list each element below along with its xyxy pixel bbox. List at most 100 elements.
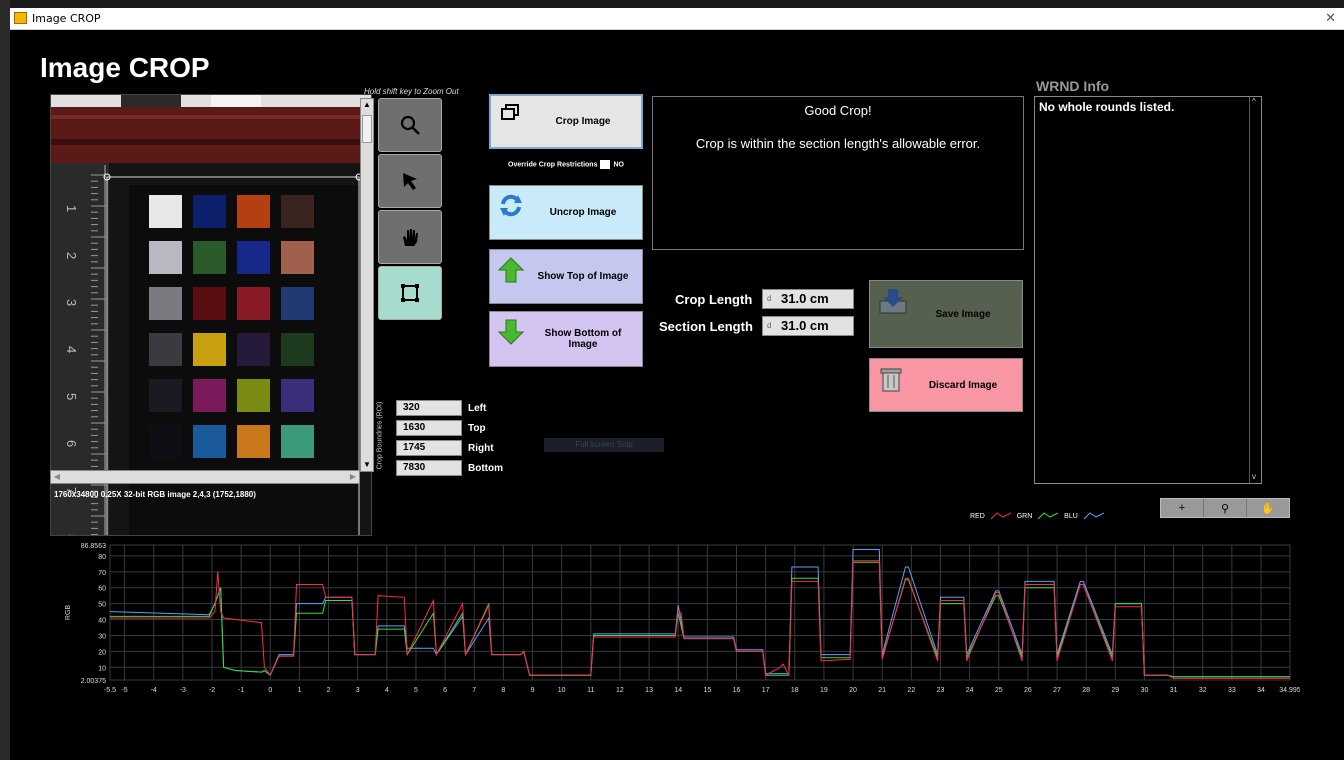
y-tick-label: 70 xyxy=(98,570,106,577)
pan-hand-icon[interactable]: ✋ xyxy=(1261,502,1275,515)
color-swatch xyxy=(281,333,314,366)
ruler-label: 2 xyxy=(64,252,79,259)
y-tick-label: 2.00375 xyxy=(81,678,106,685)
hand-icon xyxy=(403,229,418,246)
show-top-button[interactable]: Show Top of Image xyxy=(489,249,643,304)
trash-can-icon xyxy=(880,368,902,392)
x-tick-label: 7 xyxy=(472,687,476,694)
scroll-left-icon[interactable]: ◀ xyxy=(53,472,61,481)
x-tick-label: -1 xyxy=(238,687,244,694)
x-tick-label: -3 xyxy=(180,687,186,694)
discard-image-button[interactable]: Discard Image xyxy=(869,358,1023,412)
color-swatch xyxy=(193,195,226,228)
refresh-icon xyxy=(500,194,522,217)
x-tick-label: -2 xyxy=(209,687,215,694)
crop-image-button[interactable]: Crop Image xyxy=(489,94,643,149)
override-checkbox[interactable] xyxy=(600,160,611,169)
zoom-hint: Hold shift key to Zoom Out xyxy=(364,87,459,96)
save-tray-icon xyxy=(879,289,907,314)
x-tick-label: 1 xyxy=(297,687,301,694)
x-tick-label: 26 xyxy=(1024,687,1032,694)
title-bar: Image CROP ✕ xyxy=(10,8,1344,30)
chart-tool-palette[interactable]: + ⚲ ✋ xyxy=(1160,498,1290,518)
x-tick-label: 32 xyxy=(1199,687,1207,694)
crop-length-label: Crop Length xyxy=(675,292,753,307)
roi-bottom-field[interactable]: 7830 xyxy=(396,460,462,476)
select-tool-button[interactable] xyxy=(378,154,442,208)
x-tick-label: -5 xyxy=(121,687,127,694)
chevron-up-icon[interactable]: ^ xyxy=(1252,97,1256,106)
y-tick-label: 20 xyxy=(98,649,106,656)
roi-top-label: Top xyxy=(468,423,486,434)
y-tick-label: 30 xyxy=(98,633,106,640)
series-red-line xyxy=(110,560,1290,679)
x-tick-label: 34 xyxy=(1257,687,1265,694)
full-screen-snip-button[interactable]: Full screen Snip xyxy=(544,438,664,452)
wrnd-scrollbar[interactable]: ^ v xyxy=(1249,97,1261,483)
zoom-icon[interactable]: ⚲ xyxy=(1204,499,1247,517)
magnifier-icon xyxy=(400,115,420,135)
x-tick-label: 31 xyxy=(1170,687,1178,694)
x-tick-label: 24 xyxy=(966,687,974,694)
x-tick-label: 33 xyxy=(1228,687,1236,694)
scroll-up-icon[interactable]: ▲ xyxy=(363,100,371,109)
color-swatch xyxy=(237,379,270,412)
scroll-right-icon[interactable]: ▶ xyxy=(349,472,357,481)
legend-blu: BLU xyxy=(1064,512,1078,520)
x-tick-label: 12 xyxy=(616,687,624,694)
background-window-edge xyxy=(0,0,10,760)
x-tick-label: 13 xyxy=(645,687,653,694)
color-swatch xyxy=(149,425,182,458)
arrow-down-icon xyxy=(498,319,524,345)
rgb-chart-svg[interactable]: -5.5 -5 -4 -3 -2 -1 0 1 2 3 4 5 6 7 8 9 10 11 12 13 14 15 16 17… xyxy=(50,535,1301,715)
message-body: Crop is within the section length's allo… xyxy=(695,136,981,151)
chevron-down-icon[interactable]: v xyxy=(1252,472,1256,481)
x-tick-label: 15 xyxy=(703,687,711,694)
color-swatch xyxy=(193,425,226,458)
crosshair-icon[interactable]: + xyxy=(1161,499,1204,517)
close-icon[interactable]: ✕ xyxy=(1325,10,1336,25)
color-swatch xyxy=(237,287,270,320)
save-image-button[interactable]: Save Image xyxy=(869,280,1023,348)
plot-area xyxy=(109,544,1291,681)
roi-left-field[interactable]: 320 xyxy=(396,400,462,416)
y-tick-label: 60 xyxy=(98,586,106,593)
window-title: Image CROP xyxy=(32,12,101,25)
override-crop-restrictions[interactable]: Override Crop Restrictions NO xyxy=(508,160,624,169)
x-tick-label: 6 xyxy=(443,687,447,694)
roi-right-field[interactable]: 1745 xyxy=(396,440,462,456)
roi-bottom-label: Bottom xyxy=(468,463,503,474)
x-tick-label: 21 xyxy=(878,687,886,694)
roi-right-label: Right xyxy=(468,443,494,454)
color-swatch xyxy=(149,379,182,412)
rgb-profile-chart[interactable]: -5.5 -5 -4 -3 -2 -1 0 1 2 3 4 5 6 7 8 9 10 11 12 13 14 15 16 17… xyxy=(50,535,1301,715)
crop-roi-tool-button[interactable] xyxy=(378,266,442,320)
roi-top-field[interactable]: 1630 xyxy=(396,420,462,436)
vertical-scrollbar[interactable]: ▲ ▼ xyxy=(360,98,374,472)
ruler-label: 5 xyxy=(64,393,79,400)
zoom-tool-button[interactable] xyxy=(378,98,442,152)
x-tick-label: 27 xyxy=(1053,687,1061,694)
show-bottom-button[interactable]: Show Bottom of Image xyxy=(489,311,643,367)
x-tick-label: 9 xyxy=(531,687,535,694)
x-tick-label: 14 xyxy=(674,687,682,694)
scroll-thumb[interactable] xyxy=(362,115,372,143)
legend-blu-swatch xyxy=(1083,512,1104,520)
color-swatch xyxy=(281,379,314,412)
ruler-label: 1 xyxy=(64,205,79,212)
color-swatch xyxy=(281,241,314,274)
pan-tool-button[interactable] xyxy=(378,210,442,264)
color-swatch xyxy=(237,425,270,458)
x-tick-label: 2 xyxy=(327,687,331,694)
scroll-down-icon[interactable]: ▼ xyxy=(363,460,371,469)
x-tick-label: 11 xyxy=(587,687,594,694)
section-length-field: d 31.0 cm xyxy=(762,316,854,336)
wrnd-info-box[interactable]: No whole rounds listed. ^ v xyxy=(1034,96,1262,484)
legend-red-swatch xyxy=(990,512,1011,520)
horizontal-scrollbar[interactable]: ◀ ▶ xyxy=(50,470,360,484)
uncrop-image-button[interactable]: Uncrop Image xyxy=(489,185,643,240)
legend-grn: GRN xyxy=(1016,512,1033,520)
color-swatch xyxy=(149,195,182,228)
ruler-label: 6 xyxy=(64,440,79,447)
ruler-label: 4 xyxy=(64,346,79,353)
